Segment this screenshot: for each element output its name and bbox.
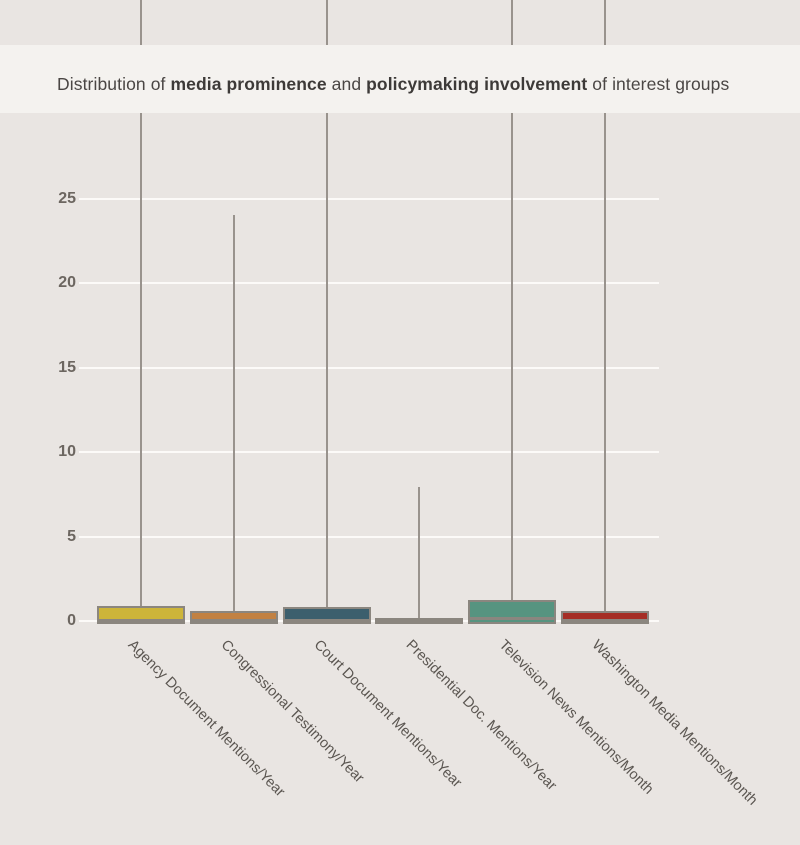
y-gridline (79, 451, 659, 453)
median-line (377, 620, 462, 623)
median-line (470, 616, 555, 620)
median-line (563, 619, 647, 623)
y-axis-tick-label: 10 (58, 443, 76, 460)
title-segment: of interest groups (587, 73, 730, 94)
y-axis-tick-label: 15 (58, 358, 76, 376)
y-gridline (79, 366, 659, 369)
title-segment: and (326, 73, 367, 94)
title-segment-bold: policymaking involvement (366, 73, 588, 94)
y-gridline (79, 197, 659, 200)
x-axis-label: Court Document Mentions/Year (310, 637, 465, 791)
whisker-line (511, 0, 514, 601)
whisker-line (418, 487, 421, 619)
x-axis-label: Agency Document Mentions/Year (124, 637, 288, 801)
title-segment-bold: media prominence (170, 73, 327, 94)
x-axis-label: Washington Media Mentions/Month (588, 637, 761, 809)
whisker-line (232, 215, 235, 612)
median-line (99, 619, 183, 623)
median-line (191, 619, 276, 623)
y-axis-tick-label: 20 (58, 274, 76, 291)
x-axis-label: Television News Mentions/Month (495, 637, 657, 798)
y-axis-tick-label: 5 (67, 527, 76, 545)
whisker-line (140, 0, 142, 607)
y-axis-tick-label: 0 (67, 612, 76, 629)
chart-title: Distribution of media prominence and pol… (0, 64, 729, 95)
whisker-line (604, 0, 606, 611)
title-band: Distribution of media prominence and pol… (0, 45, 800, 113)
x-axis-label: Presidential Doc. Mentions/Year (403, 637, 560, 794)
y-gridline (79, 535, 659, 538)
y-gridline (79, 282, 659, 284)
title-segment: Distribution of (57, 73, 171, 94)
median-line (284, 619, 369, 623)
y-axis-tick-label: 25 (58, 189, 76, 207)
box (468, 600, 557, 624)
whisker-line (325, 0, 328, 607)
